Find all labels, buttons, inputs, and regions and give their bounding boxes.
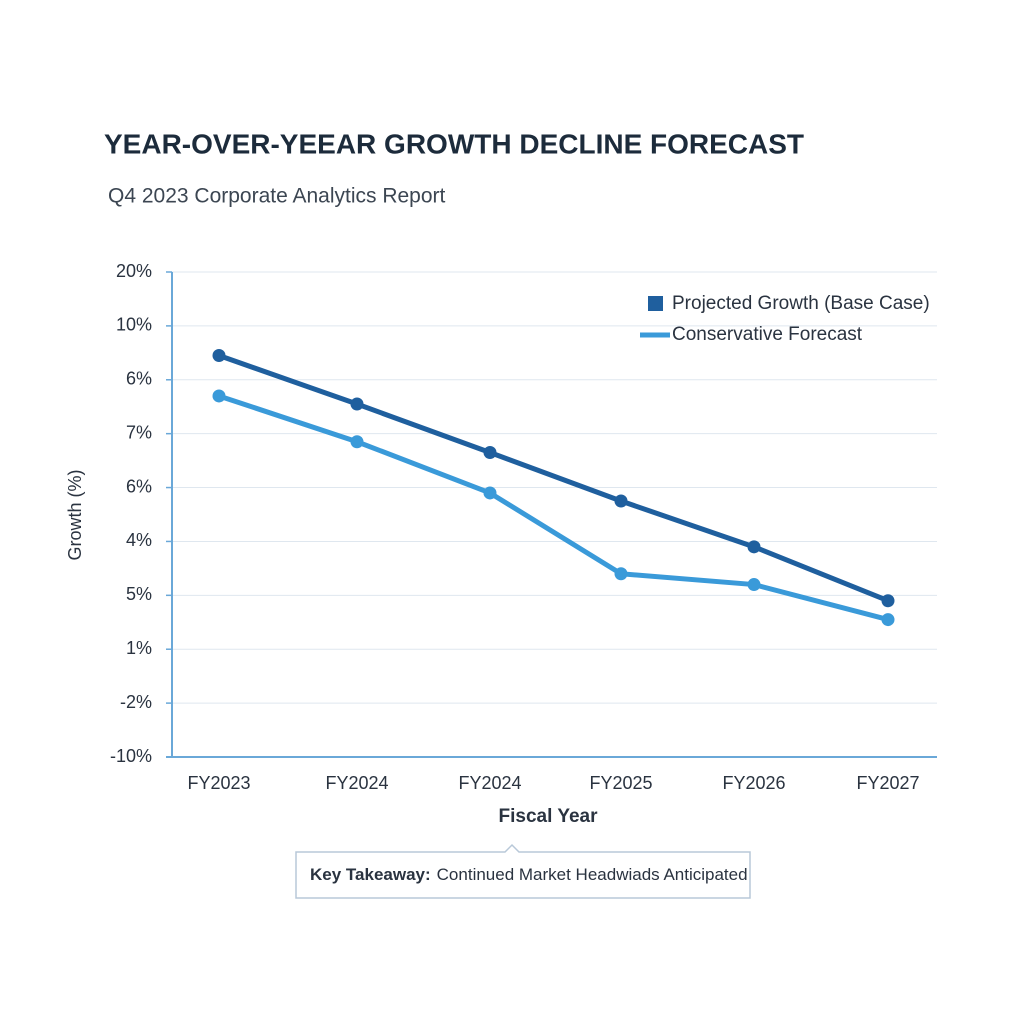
y-tick-label: 6%	[126, 369, 152, 389]
data-point	[881, 594, 895, 608]
y-tick-label: 4%	[126, 530, 152, 550]
y-tick-label: 1%	[126, 638, 152, 658]
annotation-body: Continued Market Headwiads Anticipated	[437, 865, 748, 884]
y-tick-label: 6%	[126, 476, 152, 496]
y-tick-label: 5%	[126, 584, 152, 604]
y-tick-label: 20%	[116, 261, 152, 281]
series	[212, 389, 895, 627]
chart-title: YEAR-OVER-YEEAR GROWTH DECLINE FORECAST	[104, 128, 804, 159]
x-tick-label: FY2023	[187, 773, 250, 793]
legend-label: Projected Growth (Base Case)	[672, 293, 930, 314]
data-point	[614, 494, 628, 508]
y-tick-label: -2%	[120, 692, 152, 712]
data-point	[212, 389, 226, 403]
annotation-text: Key Takeaway: Continued Market Headwiads …	[310, 865, 748, 884]
data-point	[483, 446, 497, 460]
data-point	[212, 349, 226, 363]
series	[212, 349, 895, 608]
y-axis-label: Growth (%)	[65, 469, 85, 560]
x-tick-label: FY2026	[722, 773, 785, 793]
annotation-label: Key Takeaway:	[310, 865, 431, 884]
annotation: Key Takeaway: Continued Market Headwiads …	[295, 843, 751, 899]
y-tick-label: 7%	[126, 422, 152, 442]
series-line	[218, 393, 889, 623]
data-point	[350, 397, 364, 411]
x-tick-label: FY2024	[325, 773, 388, 793]
chart-subtitle: Q4 2023 Corporate Analytics Report	[108, 185, 446, 208]
legend: Projected Growth (Base Case) Conservative…	[640, 293, 930, 345]
y-tick-label: 10%	[116, 315, 152, 335]
annotation-box	[295, 843, 751, 899]
y-tick-label: -10%	[110, 746, 152, 766]
data-point	[614, 567, 628, 581]
x-tick-label: FY2027	[856, 773, 919, 793]
data-point	[881, 613, 895, 627]
legend-label: Conservative Forecast	[672, 324, 863, 345]
data-point	[747, 540, 761, 554]
data-point	[350, 435, 364, 449]
data-point	[747, 578, 761, 592]
x-axis-label: Fiscal Year	[499, 806, 599, 827]
legend-marker	[648, 296, 663, 311]
data-point	[483, 486, 497, 500]
series-line	[218, 353, 889, 604]
x-tick-label: FY2025	[589, 773, 652, 793]
x-tick-label: FY2024	[458, 773, 521, 793]
